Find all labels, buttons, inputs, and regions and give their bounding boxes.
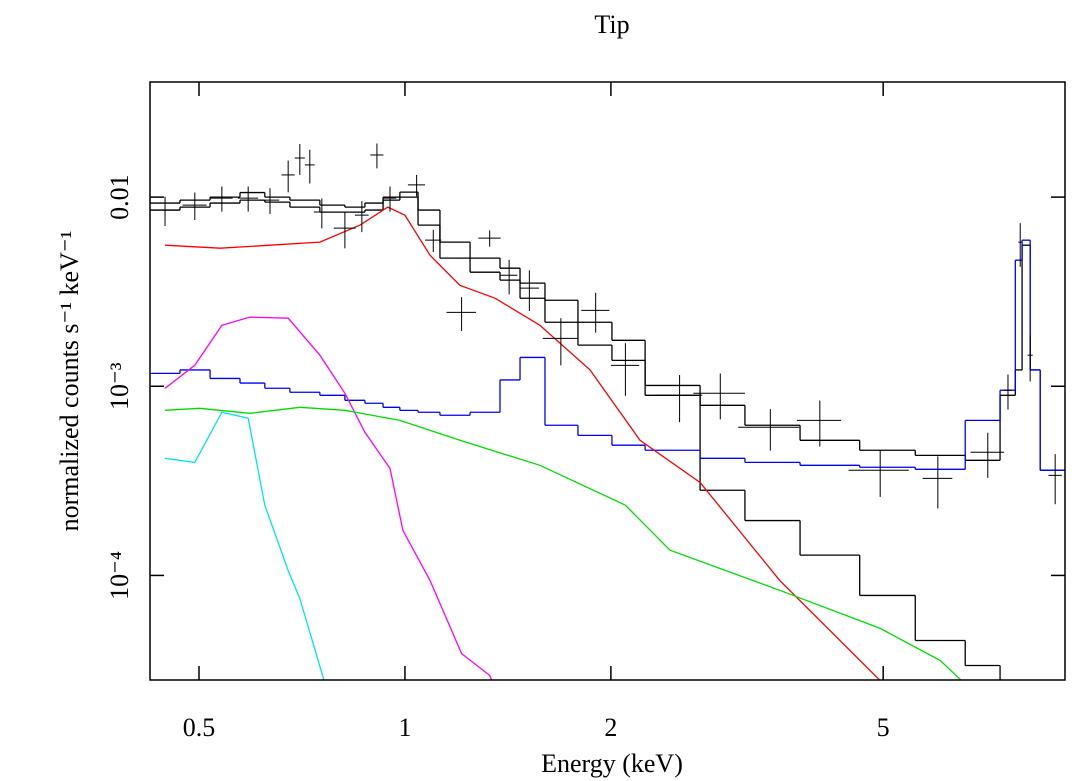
x-tick-label: 2 [604,713,617,742]
x-tick-label: 0.5 [183,713,216,742]
y-tick-label: 10⁻³ [105,362,134,410]
plot-frame [149,81,1066,681]
y-tick-label: 10⁻⁴ [105,551,134,600]
x-axis-label: Energy (keV) [541,749,683,778]
x-tick-label: 5 [877,713,890,742]
y-tick-label: 0.01 [105,174,134,220]
model-component [164,411,325,680]
y-axis-label: normalized counts s⁻¹ keV⁻¹ [55,231,84,532]
model-component [164,316,493,680]
x-tick-label: 1 [398,713,411,742]
model-component [164,206,881,680]
plot-area [150,143,1065,680]
model-component [164,406,962,680]
chart-title: Tip [594,10,629,39]
